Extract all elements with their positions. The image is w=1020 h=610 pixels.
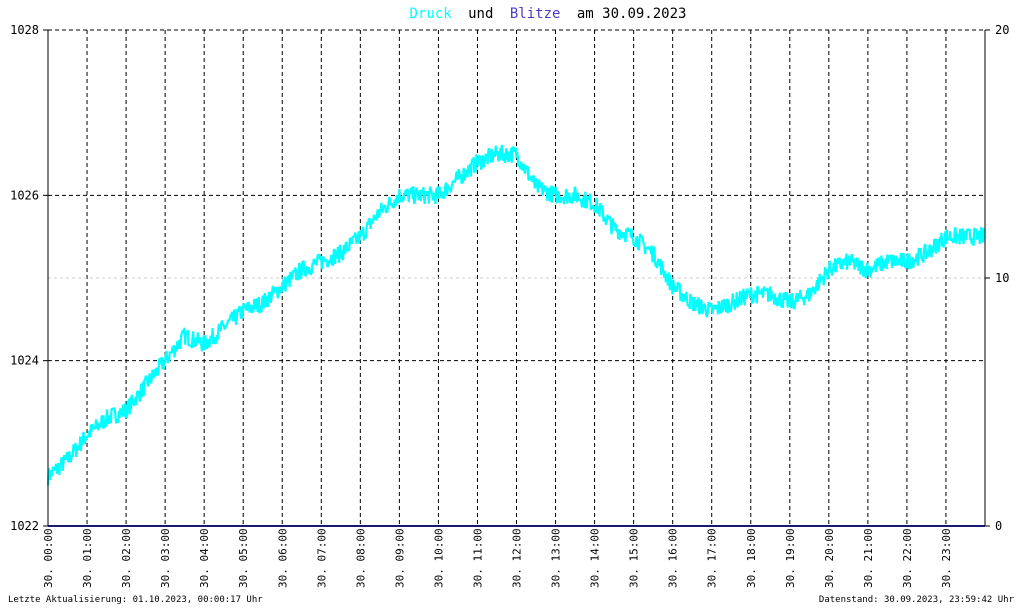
title-und: und — [468, 6, 493, 22]
footer-data-state: Datenstand: 30.09.2023, 23:59:42 Uhr — [819, 595, 1015, 605]
footer-last-update: Letzte Aktualisierung: 01.10.2023, 00:00… — [8, 595, 263, 605]
x-tick-label: 30. 12:00 — [511, 528, 524, 588]
title-blitze: Blitze — [510, 6, 561, 22]
x-tick-label: 30. 23:00 — [940, 528, 953, 588]
data-series — [46, 144, 986, 527]
y-left-tick-label: 1026 — [10, 188, 39, 202]
x-tick-label: 30. 08:00 — [354, 528, 367, 588]
grid — [48, 30, 985, 526]
x-tick-label: 30. 22:00 — [901, 528, 914, 588]
x-tick-label: 30. 14:00 — [589, 528, 602, 588]
y-left-tick-label: 1022 — [10, 519, 39, 533]
x-tick-label: 30. 05:00 — [237, 528, 250, 588]
x-tick-label: 30. 01:00 — [81, 528, 94, 588]
x-tick-label: 30. 19:00 — [784, 528, 797, 588]
x-tick-label: 30. 21:00 — [862, 528, 875, 588]
x-tick-label: 30. 03:00 — [159, 528, 172, 588]
x-tick-label: 30. 20:00 — [823, 528, 836, 588]
y-right-tick-label: 20 — [995, 23, 1009, 37]
chart-title: Druck und Blitze am 30.09.2023 — [410, 6, 687, 22]
x-tick-label: 30. 00:00 — [42, 528, 55, 588]
x-tick-label: 30. 02:00 — [120, 528, 133, 588]
x-tick-label: 30. 16:00 — [667, 528, 680, 588]
x-tick-label: 30. 10:00 — [432, 528, 445, 588]
y-right-tick-label: 0 — [995, 519, 1002, 533]
x-tick-label: 30. 13:00 — [550, 528, 563, 588]
title-date: am 30.09.2023 — [577, 6, 687, 22]
x-tick-label: 30. 07:00 — [315, 528, 328, 588]
x-tick-label: 30. 18:00 — [745, 528, 758, 588]
x-tick-label: 30. 04:00 — [198, 528, 211, 588]
series-druck-line — [46, 144, 986, 486]
y-right-tick-label: 10 — [995, 271, 1009, 285]
y-left-tick-label: 1028 — [10, 23, 39, 37]
x-tick-label: 30. 17:00 — [706, 528, 719, 588]
x-tick-label: 30. 09:00 — [393, 528, 406, 588]
x-tick-label: 30. 11:00 — [471, 528, 484, 588]
y-left-tick-label: 1024 — [10, 354, 39, 368]
plot-frame — [43, 29, 990, 527]
tick-labels: 30. 00:00 30. 01:00 30. 02:00 30. 03:00 30. … — [10, 23, 1009, 588]
x-tick-label: 30. 06:00 — [276, 528, 289, 588]
title-druck: Druck — [410, 6, 453, 22]
x-tick-label: 30. 15:00 — [628, 528, 641, 588]
